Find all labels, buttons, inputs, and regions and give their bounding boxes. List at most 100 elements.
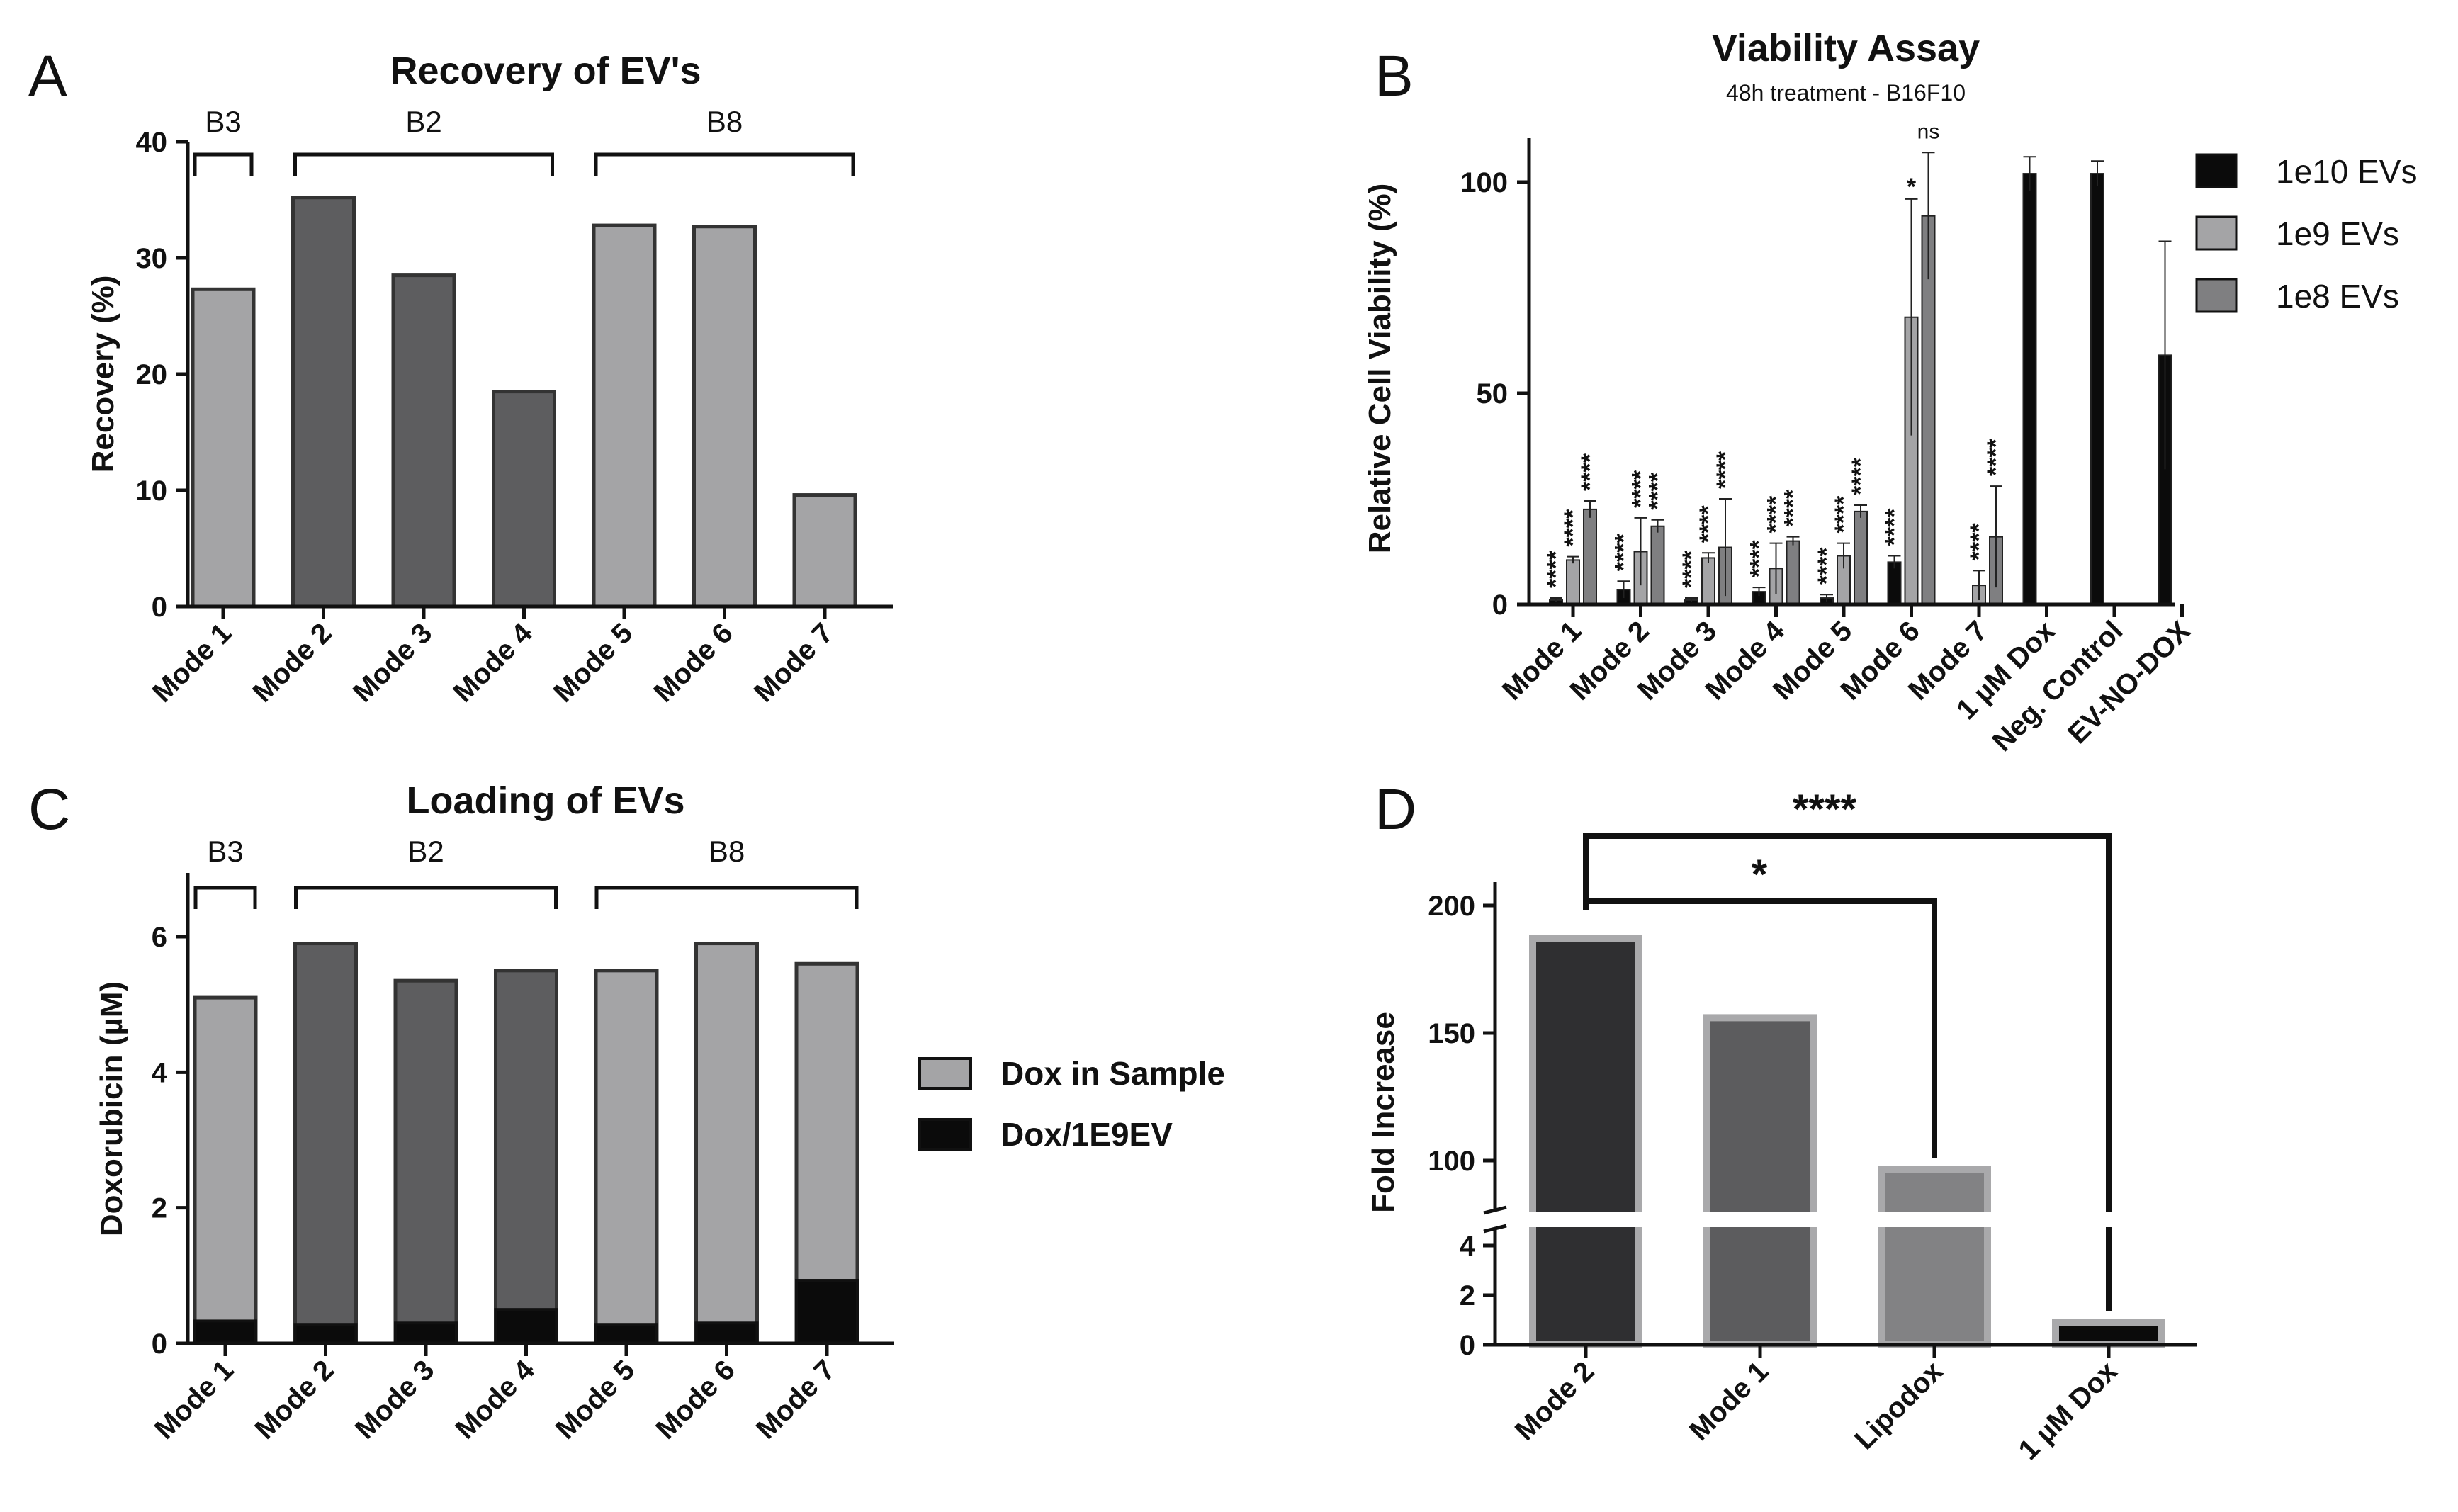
significance-label: **** [1881, 508, 1908, 546]
panel-b-legend: 1e10 EVs 1e9 EVs 1e8 EVs [2195, 153, 2417, 315]
panel-c-letter: C [28, 777, 70, 842]
bar-mode-1-dox-per-ev [193, 1319, 257, 1345]
panel-b-y-label: Relative Cell Viability (%) [1363, 184, 1397, 553]
x-tick-label: Mode 2 [1509, 1355, 1601, 1447]
legend-swatch-1e10 [2195, 153, 2238, 188]
bar-mode-3-dox-in-sample [393, 978, 458, 1345]
y-tick-label: 100 [1428, 1146, 1475, 1177]
x-tick-label: Mode 6 [650, 1354, 741, 1445]
y-tick-label: 40 [136, 127, 168, 158]
x-tick-label: Mode 5 [548, 617, 639, 709]
panel-b-letter: B [1375, 44, 1414, 108]
panel-d-break-mark-bottom [1483, 1224, 1507, 1234]
bar-mode-1 [1703, 1014, 1817, 1349]
bar-mode-5-dox-in-sample [594, 969, 659, 1345]
x-tick-label: Mode 3 [349, 1354, 441, 1445]
y-tick-label: 4 [152, 1057, 168, 1088]
significance-label: **** [1830, 495, 1857, 534]
y-tick-label: 2 [152, 1193, 167, 1224]
panel-a: A Recovery of EV's B3 B2 B8 0 10 20 30 40 Mode… [28, 44, 893, 709]
panel-c-legend: Dox in Sample Dox/1E9EV [918, 1055, 1225, 1153]
panel-b-bars [1549, 152, 2172, 606]
significance-label: ns [1917, 120, 1940, 143]
x-tick-label: Mode 4 [449, 1354, 541, 1445]
panel-a-bars [191, 196, 857, 609]
x-tick-label: Mode 1 [149, 1354, 240, 1445]
panel-a-y-label: Recovery (%) [86, 276, 120, 473]
group-label: B8 [706, 105, 743, 138]
y-tick-label: 4 [1460, 1231, 1476, 1262]
x-tick-label: Mode 7 [748, 617, 840, 709]
y-tick-label: 0 [152, 592, 167, 623]
group-bracket [193, 886, 257, 909]
panel-d-break-mark-top [1483, 1205, 1507, 1215]
legend-label-1e9: 1e9 EVs [2276, 215, 2399, 252]
group-bracket [594, 886, 859, 909]
x-tick-label: Mode 1 [1684, 1355, 1775, 1447]
panel-c-x-labels: Mode 1 Mode 2 Mode 3 Mode 4 Mode 5 Mode 6 Mode… [149, 1343, 842, 1445]
bar-mode-3 [391, 273, 456, 609]
panel-c-y-label: Doxorubicin (µM) [94, 981, 129, 1236]
bar-mode-2-dox-per-ev [293, 1323, 358, 1345]
significance-label: **** [1712, 451, 1739, 489]
significance-label: **** [1983, 438, 2009, 476]
comparison-label: * [1752, 852, 1768, 898]
x-tick-label: Mode 3 [347, 617, 439, 709]
bar-mode-4-1e8-evs [1786, 540, 1800, 605]
significance-label: **** [1645, 472, 1671, 510]
y-tick-label: 0 [1460, 1330, 1475, 1361]
panel-d-y-label: Fold Increase [1366, 1012, 1401, 1213]
group-label: B3 [207, 835, 243, 868]
x-tick-label: Lipodox [1849, 1355, 1949, 1455]
significance-label: **** [1813, 547, 1840, 585]
significance-label: **** [1746, 539, 1773, 577]
y-tick-label: 10 [136, 475, 168, 507]
bar-mode-7-dox-per-ev [795, 1279, 859, 1345]
bar-lipodox [1878, 1166, 1991, 1348]
bar-neg-control-1e10-evs [2090, 173, 2104, 605]
panel-b-subtitle: 48h treatment - B16F10 [1726, 80, 1966, 106]
x-tick-label: 1 µM Dox [2013, 1355, 2124, 1466]
panel-b-title: Viability Assay [1712, 27, 1980, 69]
panel-d-significance: ***** [1583, 786, 2112, 1311]
bar-mode-2 [1529, 935, 1642, 1349]
group-bracket [193, 152, 254, 176]
panel-b-annotations: ****************************************… [1543, 120, 2009, 588]
group-bracket [294, 886, 558, 909]
panel-b-y-ticks: 0 50 100 [1460, 167, 1529, 621]
group-label: B3 [205, 105, 241, 138]
significance-label: **** [1577, 453, 1603, 491]
bar-1-m-dox-1e10-evs [2022, 173, 2037, 605]
bar-mode-4-dox-per-ev [494, 1308, 558, 1345]
y-tick-label: 100 [1460, 167, 1508, 198]
panel-c-bars [193, 942, 859, 1345]
x-tick-label: Mode 2 [247, 617, 338, 709]
x-tick-label: Mode 5 [550, 1354, 641, 1445]
panel-a-group-brackets: B3 B2 B8 [193, 105, 855, 176]
panel-b: B Viability Assay 48h treatment - B16F10… [1363, 27, 2417, 757]
legend-swatch-1e9 [2195, 215, 2238, 251]
x-tick-label: Mode 7 [750, 1354, 842, 1445]
y-tick-label: 150 [1428, 1018, 1475, 1049]
legend-swatch-1e8 [2195, 278, 2238, 313]
y-tick-label: 200 [1428, 891, 1475, 922]
significance-label: **** [1780, 489, 1807, 527]
legend-label-dox-per-ev: Dox/1E9EV [1000, 1116, 1173, 1153]
panel-d-letter: D [1375, 777, 1416, 842]
significance-label: * [1907, 174, 1917, 201]
panel-d-bars [1529, 935, 2165, 1349]
bar-mode-4 [492, 390, 556, 609]
y-tick-label: 50 [1477, 378, 1509, 410]
comparison-bracket [1583, 833, 2112, 1311]
bar-mode-1-dox-in-sample [193, 995, 258, 1345]
panel-d-axis-break [1488, 1212, 2197, 1227]
y-tick-label: 20 [136, 359, 168, 390]
significance-label: **** [1560, 509, 1586, 547]
bar-mode-6-dox-in-sample [694, 942, 759, 1345]
significance-label: **** [1847, 457, 1874, 495]
bar-mode-6-dox-per-ev [694, 1321, 759, 1345]
significance-label: **** [1763, 495, 1790, 534]
bar-mode-4-dox-in-sample [494, 969, 558, 1345]
